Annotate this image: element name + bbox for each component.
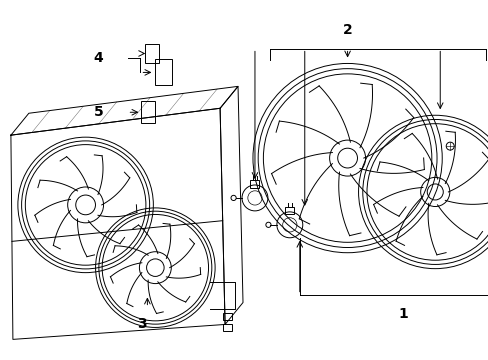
- Text: 1: 1: [398, 306, 407, 320]
- Bar: [145, 44, 159, 63]
- Bar: [222, 324, 231, 331]
- Text: 2: 2: [342, 23, 352, 37]
- Bar: [285, 207, 294, 215]
- Text: 5: 5: [94, 105, 103, 119]
- Text: 3: 3: [137, 318, 147, 332]
- Bar: [222, 313, 231, 320]
- Bar: [155, 59, 171, 85]
- Bar: [141, 101, 155, 123]
- Text: 4: 4: [94, 51, 103, 66]
- Bar: [250, 180, 259, 188]
